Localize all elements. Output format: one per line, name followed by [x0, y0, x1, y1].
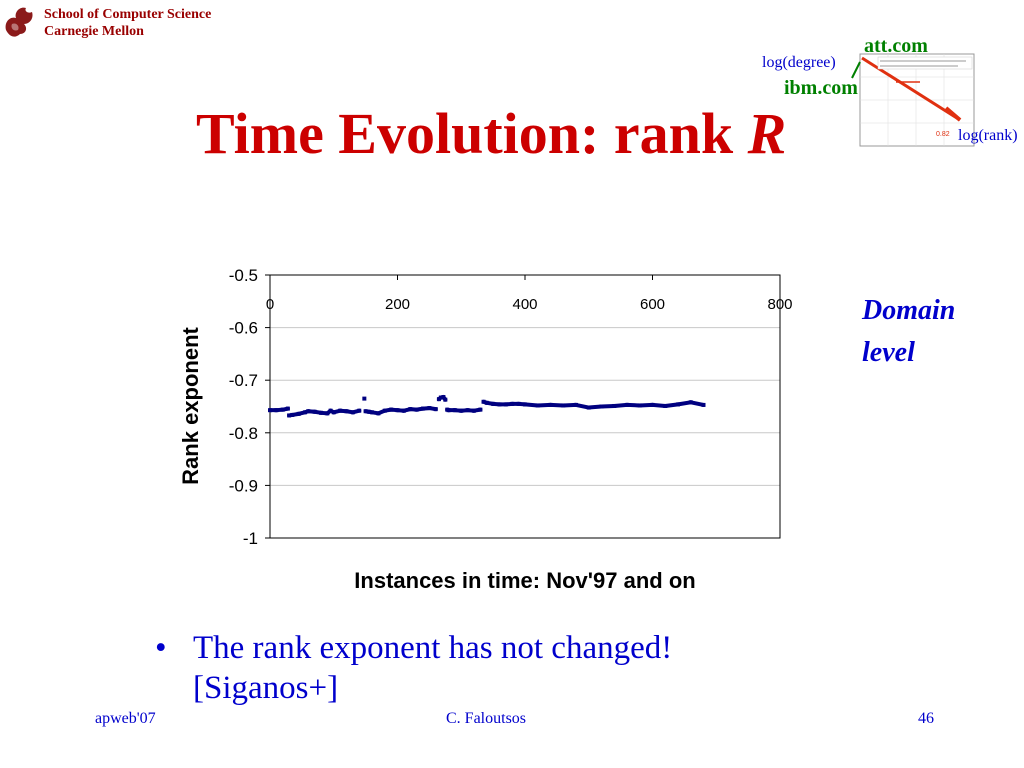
data-point: [362, 396, 367, 401]
inset-label-logrank: log(rank): [958, 127, 1018, 144]
title-italic: R: [747, 101, 787, 166]
y-tick-label: -0.5: [229, 266, 258, 285]
y-tick-label: -0.8: [229, 424, 258, 443]
y-tick-label: -0.9: [229, 476, 258, 495]
inset-label-logdegree: log(degree): [762, 54, 836, 71]
y-tick-label: -0.6: [229, 319, 258, 338]
series-segment: [650, 402, 668, 408]
cmu-logo: [2, 2, 40, 42]
bullet-point: • The rank exponent has not changed! [Si…: [155, 628, 672, 708]
inset-value-label: 0.82: [936, 131, 950, 138]
x-tick-label: 200: [385, 296, 410, 313]
data-point: [478, 407, 483, 412]
series-segment: [637, 402, 655, 408]
series-segment: [586, 404, 604, 410]
series-segment: [561, 402, 578, 408]
title-main: Time Evolution: rank: [196, 101, 748, 166]
slide-title: Time Evolution: rank R: [196, 100, 786, 167]
series-segment: [535, 402, 553, 408]
y-axis-label: Rank exponent: [178, 326, 203, 484]
inset-label-att: att.com: [864, 35, 928, 57]
x-axis-label: Instances in time: Nov'97 and on: [354, 568, 695, 593]
series-segment: [612, 402, 629, 408]
griffin-icon: [5, 7, 33, 37]
footer-left: apweb'07: [95, 710, 156, 727]
data-point: [443, 397, 448, 402]
series-segment: [625, 402, 642, 408]
x-tick-label: 600: [640, 296, 665, 313]
chart-svg: -0.5 -0.6 -0.7 -0.8 -0.9 -1 0 200 400 600 800 Ran…: [178, 266, 793, 593]
x-tick-label: 400: [512, 296, 537, 313]
x-tick-label: 800: [767, 296, 792, 313]
side-note-level: level: [862, 337, 915, 368]
bullet-citation: [Siganos+]: [193, 670, 339, 706]
university-name: Carnegie Mellon: [44, 24, 144, 39]
series-segment: [574, 402, 591, 410]
series-segment: [676, 400, 693, 407]
inset-arrow: [848, 60, 864, 87]
data-point: [701, 402, 706, 407]
series-segment: [688, 400, 706, 407]
series-segment: [523, 402, 540, 408]
inset-plot: 0.82: [848, 48, 978, 152]
bullet-marker: •: [155, 630, 167, 666]
data-point: [433, 407, 438, 412]
data-point: [285, 406, 290, 411]
x-tick-label: 0: [266, 296, 274, 313]
series-segment: [599, 403, 617, 409]
y-tick-label: -0.7: [229, 371, 258, 390]
data-point: [357, 408, 362, 413]
series-segment: [663, 402, 680, 408]
series-segment: [548, 402, 566, 408]
side-note-domain: Domain: [862, 295, 956, 326]
page-number: 46: [918, 710, 934, 727]
y-tick-label: -1: [243, 529, 258, 548]
inset-label-ibm: ibm.com: [784, 77, 858, 99]
bullet-text: The rank exponent has not changed!: [193, 630, 673, 666]
school-name: School of Computer Science: [44, 7, 212, 22]
rank-exponent-chart: -0.5 -0.6 -0.7 -0.8 -0.9 -1 0 200 400 600 800 Ran…: [160, 255, 820, 600]
footer-center: C. Faloutsos: [446, 710, 527, 727]
